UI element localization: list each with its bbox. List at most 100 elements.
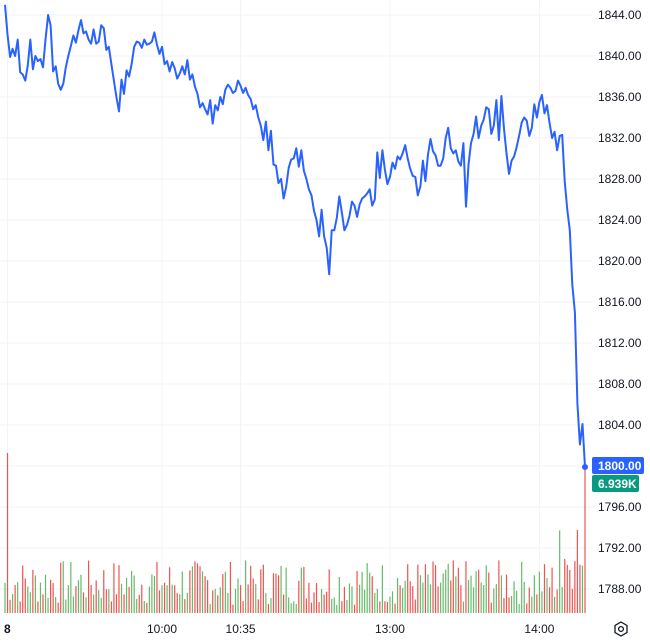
- volume-bar: [234, 588, 237, 613]
- volume-bar: [141, 584, 143, 613]
- y-tick-label: 1844.00: [598, 8, 642, 22]
- volume-bar: [323, 594, 325, 613]
- volume-bar: [52, 583, 54, 613]
- volume-bar: [239, 585, 242, 613]
- volume-bar: [113, 563, 115, 613]
- volume-bar: [49, 579, 52, 613]
- volume-bar: [98, 590, 100, 613]
- volume-bar: [148, 586, 150, 613]
- volume-bar: [510, 595, 513, 613]
- volume-bar: [399, 585, 401, 613]
- volume-bar: [366, 563, 368, 613]
- volume-bar: [161, 585, 163, 613]
- volume-bar: [267, 603, 270, 613]
- volume-bar: [391, 591, 394, 613]
- volume-bar: [179, 594, 181, 613]
- volume-bar: [34, 575, 36, 613]
- price-line: [4, 4, 586, 468]
- y-tick-label: 1812.00: [598, 336, 642, 350]
- volume-bar: [72, 596, 74, 613]
- volume-bar: [303, 567, 305, 613]
- volume-bar: [90, 584, 92, 613]
- volume-bar: [105, 589, 107, 613]
- volume-bar: [351, 586, 353, 613]
- time-axis: 8 10:00 10:35 13:00 14:00: [4, 622, 555, 636]
- gear-icon[interactable]: [612, 620, 630, 638]
- volume-bar: [533, 575, 535, 613]
- volume-bar: [143, 600, 145, 613]
- volume-bar: [93, 594, 95, 613]
- volume-bar: [564, 559, 566, 613]
- volume-bar: [95, 580, 97, 613]
- volume-bar: [434, 565, 437, 613]
- volume-bar: [483, 585, 485, 613]
- volume-bar: [212, 590, 214, 613]
- volume-bar: [19, 601, 21, 613]
- volume-bar: [285, 567, 287, 613]
- y-tick-label: 1832.00: [598, 131, 642, 145]
- volume-bar: [128, 586, 130, 613]
- volume-bar: [146, 602, 148, 613]
- volume-bar: [305, 598, 307, 613]
- volume-bar: [326, 591, 328, 613]
- volume-bar: [513, 581, 515, 613]
- volume-bar: [133, 575, 135, 613]
- volume-bar: [115, 594, 118, 613]
- volume-bar: [407, 564, 409, 613]
- price-axis: 1844.00 1840.00 1836.00 1832.00 1828.00 1824.…: [598, 8, 642, 596]
- y-tick-label: 1828.00: [598, 172, 642, 186]
- volume-bar: [389, 596, 391, 613]
- volume-bar: [541, 591, 543, 613]
- volume-bar: [181, 571, 183, 613]
- volume-bar: [490, 602, 492, 613]
- volume-bar: [262, 564, 264, 613]
- y-tick-label: 1792.00: [598, 541, 642, 555]
- volume-bar: [222, 574, 224, 613]
- volume-bar: [272, 573, 275, 613]
- last-price-dot: [582, 464, 588, 471]
- volume-bar: [151, 574, 153, 613]
- volume-bar: [505, 574, 508, 613]
- volume-bar: [191, 566, 194, 613]
- volume-bar: [427, 574, 429, 613]
- volume-bar: [470, 575, 472, 613]
- volume-bar: [498, 560, 500, 613]
- y-tick-label: 1808.00: [598, 377, 642, 391]
- y-tick-label: 1796.00: [598, 500, 642, 514]
- volume-bar: [528, 587, 530, 613]
- volume-bar: [574, 561, 576, 613]
- volume-bar: [374, 592, 376, 613]
- volume-bar: [556, 589, 558, 613]
- volume-bar: [237, 578, 239, 613]
- volume-bar: [569, 569, 571, 613]
- volume-bar: [257, 599, 259, 613]
- volume-bar: [260, 569, 262, 613]
- volume-bar: [17, 582, 19, 613]
- volume-bar: [242, 600, 244, 613]
- volume-bar: [138, 594, 140, 613]
- volume-bar: [445, 569, 447, 613]
- volume-bar: [409, 581, 411, 613]
- volume-bar: [394, 603, 396, 613]
- volume-bar: [551, 567, 553, 613]
- volume-bar: [153, 575, 156, 613]
- volume-bar: [227, 592, 229, 613]
- volume-bar: [207, 580, 209, 613]
- volume-bar: [559, 530, 561, 613]
- volume-bar: [44, 574, 47, 613]
- volume-bar: [467, 580, 470, 613]
- volume-bars: [4, 453, 586, 613]
- volume-bar: [4, 582, 6, 613]
- volume-bar: [55, 597, 57, 613]
- volume-bar: [24, 578, 26, 613]
- x-tick-label: 10:35: [226, 622, 256, 636]
- volume-bar: [371, 576, 373, 613]
- volume-bar: [209, 603, 211, 613]
- volume-bar: [447, 563, 449, 613]
- volume-bar: [518, 604, 520, 613]
- volume-bar: [429, 584, 432, 613]
- x-tick-label: 8: [4, 622, 11, 636]
- volume-bar: [576, 529, 579, 613]
- volume-bar: [295, 604, 297, 613]
